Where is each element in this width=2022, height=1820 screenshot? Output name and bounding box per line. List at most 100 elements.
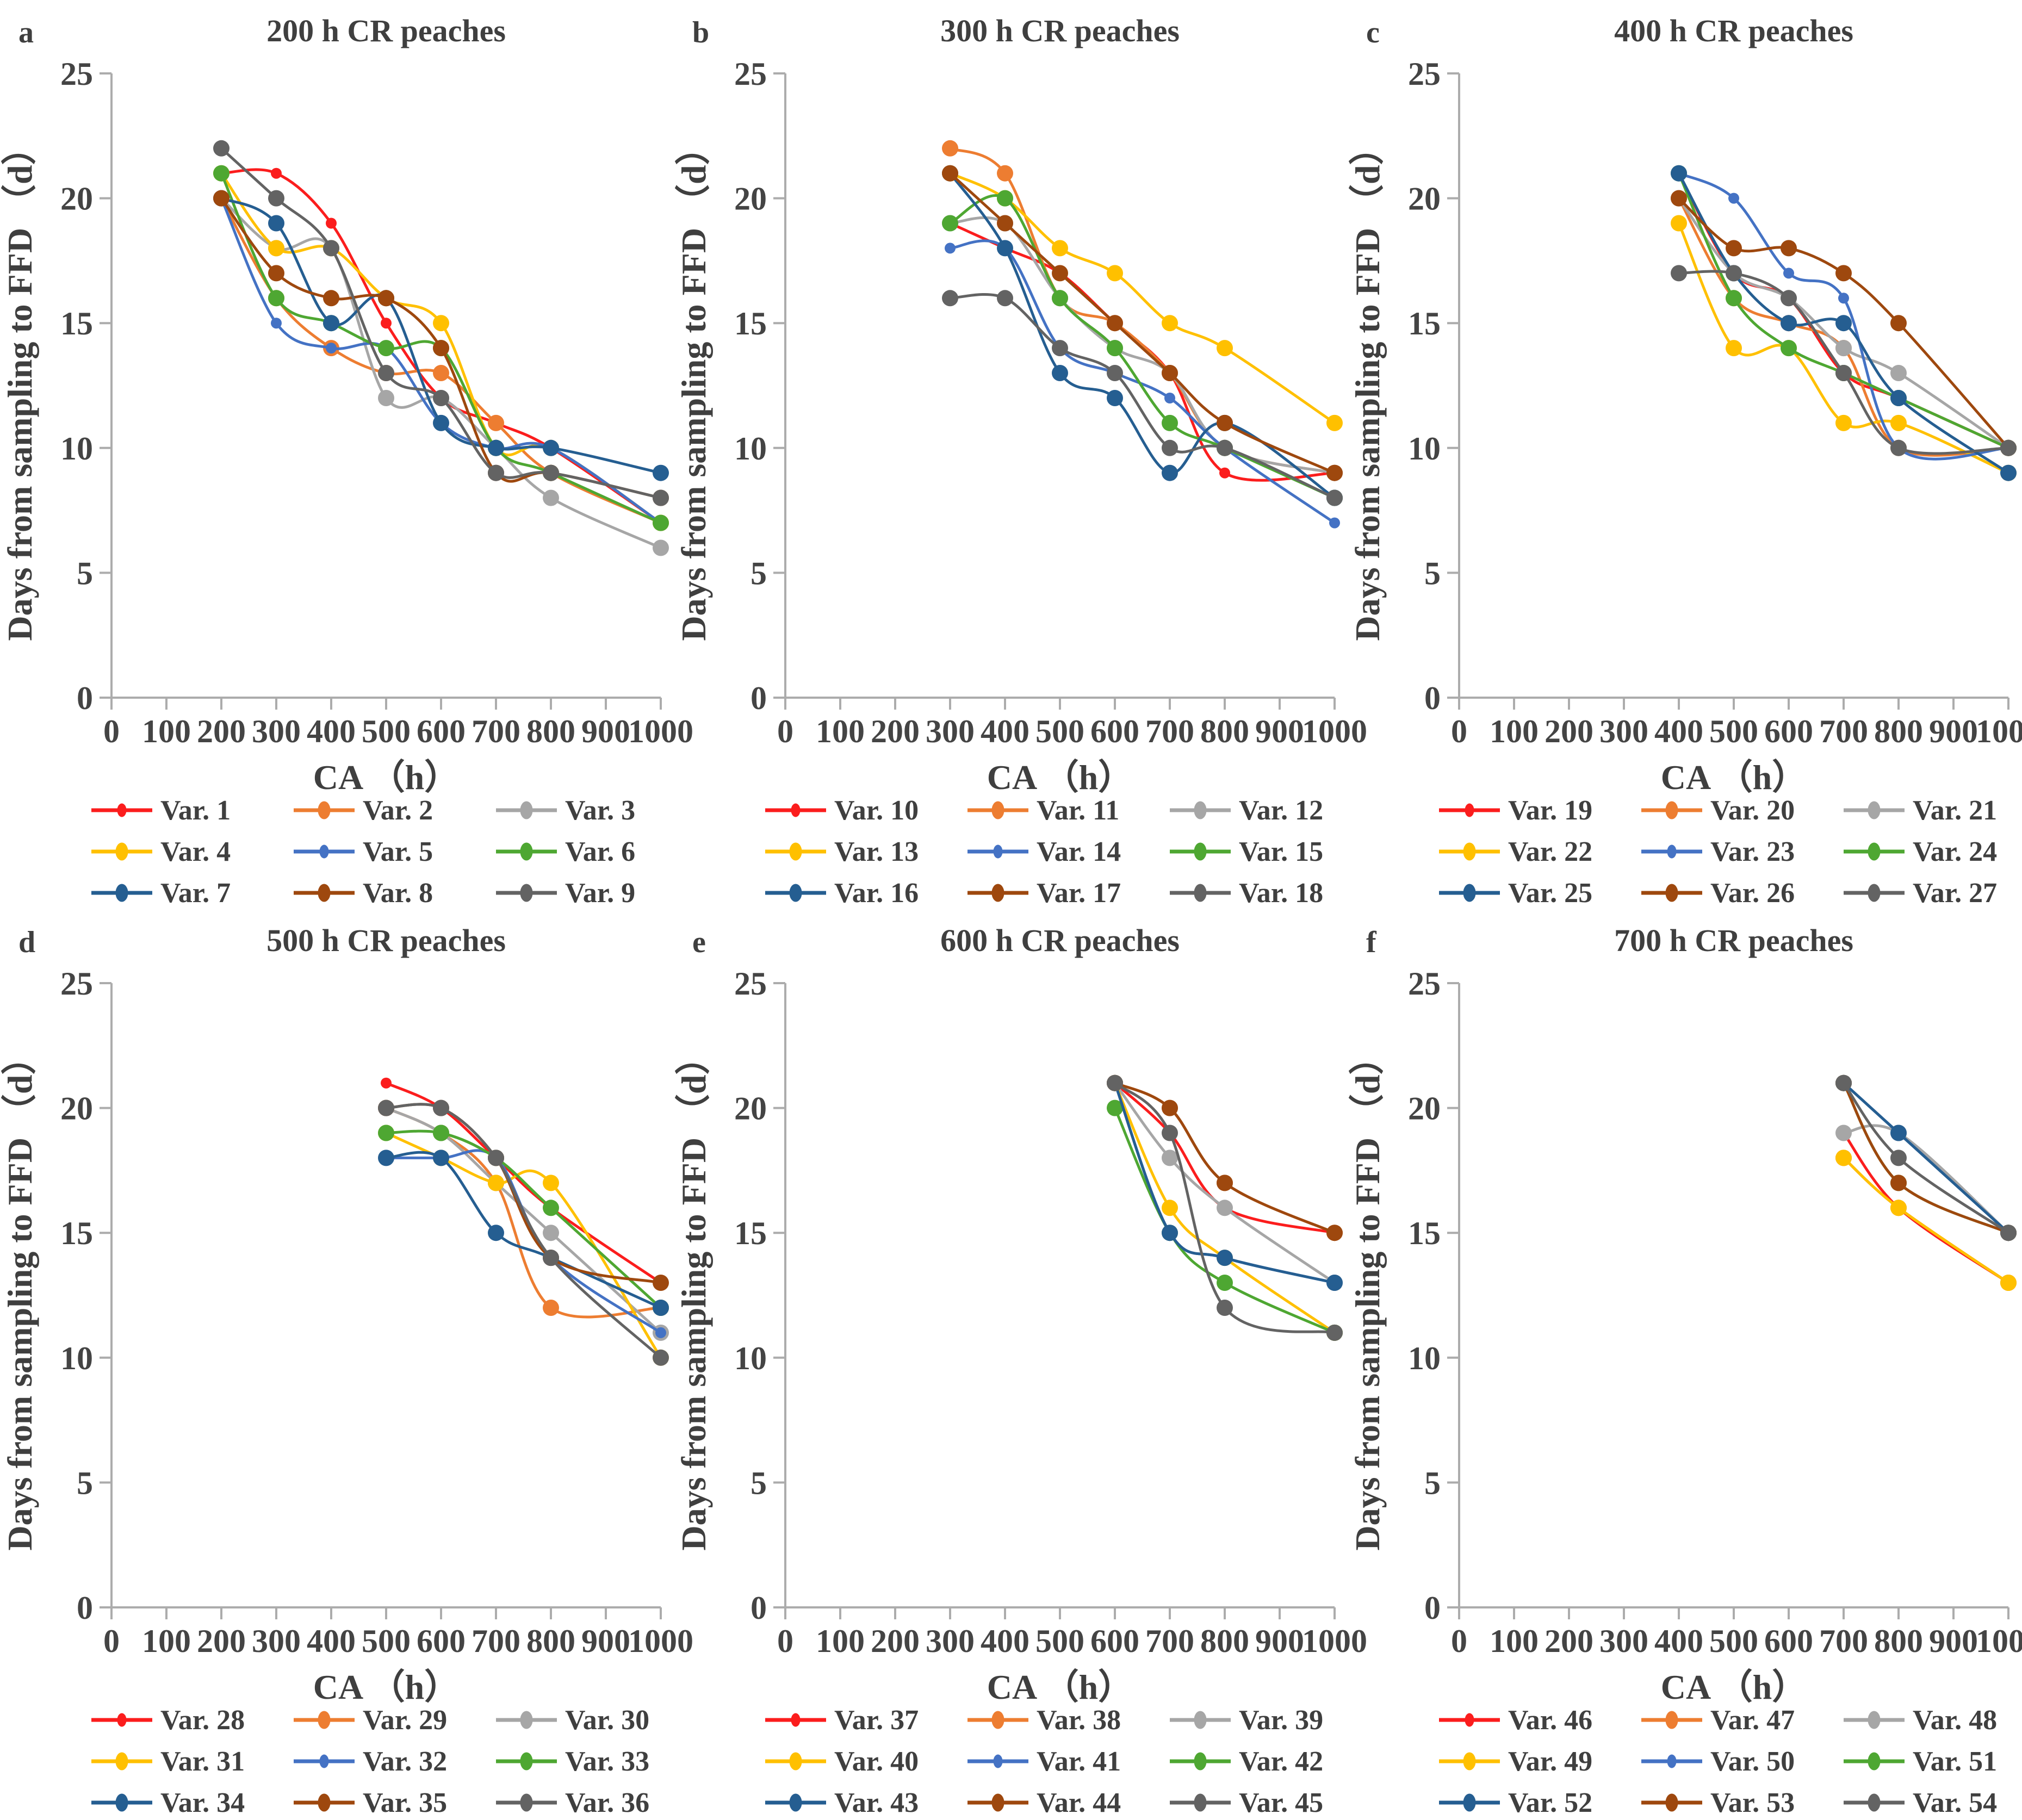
y-tick-label: 20 (1408, 181, 1441, 217)
x-tick-label: 1000 (628, 713, 693, 749)
legend-dot-icon (318, 1793, 331, 1812)
data-point-marker (1217, 1250, 1233, 1266)
series-line (1113, 1082, 1336, 1334)
data-point-marker (326, 218, 337, 229)
legend-item: Var. 36 (496, 1786, 698, 1819)
legend-marker-icon (1844, 799, 1905, 822)
y-tick-label: 5 (77, 1465, 93, 1501)
data-point-marker (1726, 240, 1742, 257)
y-tick-label: 20 (734, 1091, 767, 1127)
legend-item: Var. 29 (294, 1704, 496, 1736)
legend-label: Var. 19 (1508, 794, 1593, 826)
y-tick-label: 15 (1408, 306, 1441, 341)
series-line (1842, 1082, 2010, 1234)
legend-item: Var. 39 (1170, 1704, 1372, 1736)
legend-item: Var. 6 (496, 835, 698, 868)
data-point-marker (653, 1300, 669, 1316)
legend-marker-icon (294, 799, 355, 822)
data-point-marker (2000, 439, 2017, 456)
legend-marker-icon (294, 1750, 355, 1773)
data-point-marker (1162, 1200, 1178, 1216)
legend-marker-icon (91, 799, 152, 822)
x-tick-label: 1000 (1302, 1623, 1367, 1659)
legend-label: Var. 20 (1710, 794, 1795, 826)
legend-marker-icon (967, 840, 1028, 863)
y-tick-label: 0 (1424, 680, 1441, 716)
legend-dot-icon (1667, 844, 1677, 859)
x-tick-label: 600 (417, 1623, 466, 1659)
x-tick-label: 0 (1451, 1623, 1467, 1659)
data-point-marker (1783, 268, 1794, 279)
x-tick-label: 100 (816, 713, 865, 749)
legend-label: Var. 23 (1710, 836, 1795, 867)
y-tick-label: 20 (60, 1091, 93, 1127)
legend-dot-icon (991, 884, 1004, 902)
x-tick-label: 0 (1451, 713, 1467, 749)
legend-item: Var. 13 (765, 835, 967, 868)
legend-item: Var. 23 (1641, 835, 1844, 868)
x-tick-label: 600 (1090, 1623, 1139, 1659)
series-line (1113, 1082, 1336, 1284)
legend-dot-icon (1868, 884, 1881, 902)
data-point-marker (945, 243, 956, 254)
legend-item: Var. 7 (91, 877, 294, 909)
data-point-marker (1107, 340, 1123, 357)
y-tick-label: 25 (734, 966, 767, 1002)
series-line (384, 1151, 662, 1309)
data-point-marker (488, 1150, 504, 1166)
legend-label: Var. 54 (1913, 1787, 1998, 1818)
legend-marker-icon (294, 1709, 355, 1731)
data-point-marker (543, 1200, 559, 1216)
x-tick-label: 1000 (1976, 713, 2022, 749)
legend-item: Var. 43 (765, 1786, 967, 1819)
legend-dot-icon (1665, 1711, 1678, 1729)
panel-letter: c (1366, 16, 1380, 49)
legend-label: Var. 41 (1037, 1746, 1121, 1777)
x-tick-label: 900 (1929, 713, 1978, 749)
legend-dot-icon (1194, 801, 1207, 819)
legend-dot-icon (1465, 803, 1474, 817)
data-point-marker (1781, 240, 1797, 257)
data-point-marker (268, 240, 284, 257)
legend-dot-icon (993, 1754, 1003, 1768)
legend-dot-icon (1665, 884, 1678, 902)
data-point-marker (378, 365, 394, 381)
legend-dot-icon (115, 884, 128, 902)
legend-dot-icon (318, 1711, 331, 1729)
legend-label: Var. 29 (363, 1704, 448, 1736)
x-tick-label: 0 (777, 1623, 793, 1659)
y-tick-label: 10 (60, 431, 93, 467)
data-point-marker (433, 365, 449, 381)
legend-marker-icon (1170, 881, 1231, 904)
x-tick-label: 500 (1035, 1623, 1084, 1659)
legend-dot-icon (789, 1752, 802, 1771)
data-point-marker (1217, 439, 1233, 456)
x-axis-title: CA （h） (987, 758, 1133, 797)
legend-label: Var. 9 (565, 877, 636, 909)
legend-label: Var. 48 (1913, 1704, 1998, 1736)
data-point-marker (488, 1225, 504, 1241)
data-point-marker (1671, 265, 1687, 282)
data-point-marker (1162, 439, 1178, 456)
legend: Var. 10 Var. 11 Var. 12 Var. 13 Var. 14 Var. … (674, 794, 1348, 909)
data-point-marker (543, 1250, 559, 1266)
legend-dot-icon (520, 801, 533, 819)
data-point-marker (1835, 1150, 1852, 1166)
legend-dot-icon (1463, 842, 1476, 861)
data-point-marker (1052, 265, 1068, 282)
data-point-marker (433, 340, 449, 357)
legend-marker-icon (765, 1750, 826, 1773)
y-tick-label: 25 (734, 56, 767, 92)
legend-dot-icon (319, 844, 329, 859)
legend-marker-icon (1844, 881, 1905, 904)
legend-dot-icon (117, 803, 127, 817)
legend-label: Var. 39 (1239, 1704, 1324, 1736)
legend-marker-icon (765, 1709, 826, 1731)
legend-dot-icon (520, 884, 533, 902)
legend-label: Var. 42 (1239, 1746, 1324, 1777)
legend-label: Var. 22 (1508, 836, 1593, 867)
legend-marker-icon (765, 1791, 826, 1814)
legend-marker-icon (294, 840, 355, 863)
x-axis-title: CA （h） (1661, 758, 1807, 797)
x-tick-label: 800 (1874, 1623, 1923, 1659)
